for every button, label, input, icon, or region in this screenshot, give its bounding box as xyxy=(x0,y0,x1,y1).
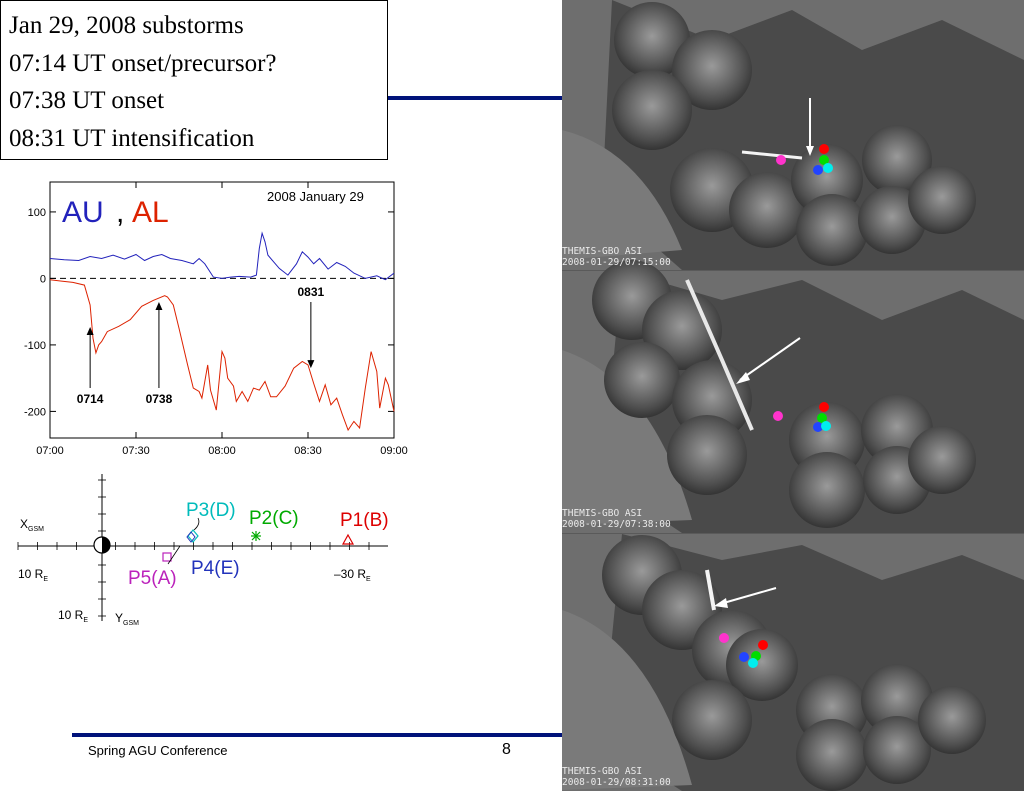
footer-conference: Spring AGU Conference xyxy=(88,743,228,758)
au-al-chart: 100 0 -100 -200 07:00 07:30 08:00 08:30 09:00 A… xyxy=(24,181,408,456)
annotation-arrowhead xyxy=(155,302,163,311)
p1-label: P1(B) xyxy=(340,510,389,531)
bottom-distance-label: 10 RE xyxy=(58,608,88,624)
y-tick-label: 0 xyxy=(40,273,46,285)
p2-label: P2(C) xyxy=(249,508,299,529)
al-series-line xyxy=(49,279,395,432)
asi-mosaic-2 xyxy=(562,260,1024,533)
right-distance-label: –30 RE xyxy=(334,567,371,583)
p5-label: P5(A) xyxy=(128,568,177,589)
asi-stamp-2: THEMIS-GBO ASI 2008-01-29/07:38:00 xyxy=(562,508,671,530)
p4-footprint xyxy=(813,165,823,175)
au-series-line xyxy=(49,231,395,281)
p2-asterisk-marker xyxy=(251,531,261,541)
title-line-2: 07:14 UT onset/precursor? xyxy=(9,49,277,77)
p3-footprint xyxy=(823,163,833,173)
chart-date-label: 2008 January 29 xyxy=(267,189,364,204)
legend-separator: , xyxy=(116,196,124,229)
asi-mosaic-panel: THEMIS-GBO ASI 2008-01-29/07:15:00 THEMI… xyxy=(562,0,1024,791)
y-axis-ticks: 100 0 -100 -200 xyxy=(24,207,394,418)
y-tick-label: -200 xyxy=(24,406,46,418)
x-tick-label: 08:00 xyxy=(208,445,236,456)
annotation-label: 0714 xyxy=(77,392,104,406)
p1-triangle-marker xyxy=(341,533,355,545)
page-number: 8 xyxy=(502,741,511,758)
annotation-label: 0831 xyxy=(298,285,325,299)
p3-label: P3(D) xyxy=(186,500,236,521)
y-tick-label: 100 xyxy=(28,207,46,219)
onset-annotations: 0714 0738 0831 xyxy=(77,285,325,406)
asi-mosaic-3 xyxy=(562,534,1024,791)
probe-orbit-diagram: XGSM 10 RE –30 RE 10 RE YGSM P1(B) P2(C)… xyxy=(17,474,389,627)
y-tick-label: -100 xyxy=(24,340,46,352)
earth-night-side xyxy=(102,537,110,553)
title-box: Jan 29, 2008 substorms 07:14 UT onset/pr… xyxy=(0,0,388,160)
p5-square-marker xyxy=(162,552,172,562)
p2-footprint xyxy=(819,155,829,165)
p4-label: P4(E) xyxy=(191,558,240,579)
p3-leader-line xyxy=(193,517,200,531)
p4-diamond-marker xyxy=(186,531,196,543)
event-arrow-2 xyxy=(739,337,801,381)
al-legend: AL xyxy=(132,196,169,229)
p1-footprint xyxy=(819,144,829,154)
x-axis-ticks: 07:00 07:30 08:00 08:30 09:00 xyxy=(36,182,408,456)
au-legend: AU xyxy=(62,196,104,229)
p5-footprint xyxy=(776,155,786,165)
asi-mosaic-1 xyxy=(562,0,1024,270)
asi-stamp-1: THEMIS-GBO ASI 2008-01-29/07:15:00 xyxy=(562,246,671,268)
annotation-arrowhead xyxy=(86,327,94,336)
y-gsm-label: YGSM xyxy=(115,611,139,627)
x-tick-label: 09:00 xyxy=(380,445,408,456)
annotation-arrowhead xyxy=(307,360,315,369)
title-line-4: 08:31 UT intensification xyxy=(9,124,255,152)
event-arrow-3 xyxy=(719,587,777,605)
x-tick-label: 07:00 xyxy=(36,445,64,456)
x-gsm-label: XGSM xyxy=(20,517,44,533)
asi-stamp-3: THEMIS-GBO ASI 2008-01-29/08:31:00 xyxy=(562,766,671,788)
title-line-3: 07:38 UT onset xyxy=(9,87,165,114)
x-tick-label: 08:30 xyxy=(294,445,322,456)
title-line-1: Jan 29, 2008 substorms xyxy=(9,12,244,39)
annotation-label: 0738 xyxy=(146,392,173,406)
p5-leader-line xyxy=(167,545,181,565)
footer-rule xyxy=(72,733,564,737)
x-tick-label: 07:30 xyxy=(122,445,150,456)
left-distance-label: 10 RE xyxy=(18,567,48,583)
axis-ticks xyxy=(17,479,370,617)
header-rule xyxy=(388,96,564,100)
